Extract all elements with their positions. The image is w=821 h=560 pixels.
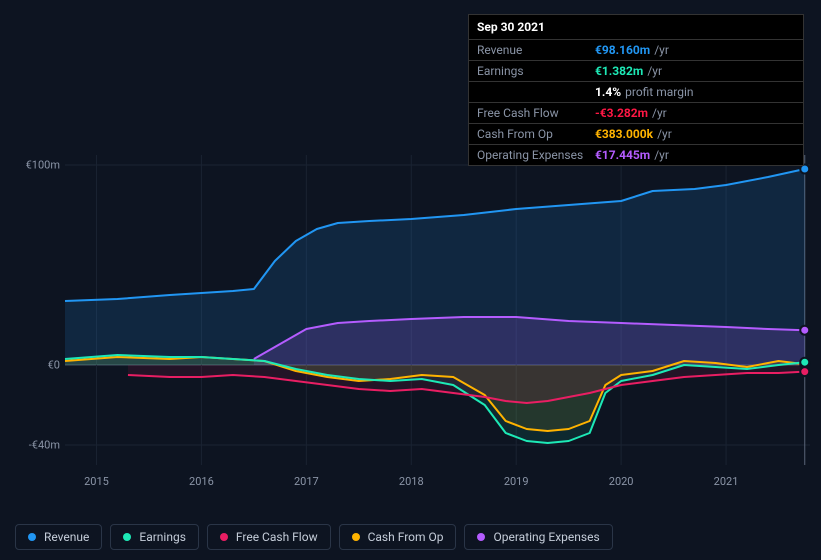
x-axis-label: 2018	[399, 475, 424, 488]
x-axis-label: 2019	[504, 475, 529, 488]
tooltip-row: Operating Expenses€17.445m/yr	[469, 145, 803, 165]
tooltip-label: Free Cash Flow	[477, 106, 595, 120]
tooltip-label: Revenue	[477, 43, 595, 57]
legend-label: Earnings	[139, 530, 186, 544]
legend-dot	[352, 533, 360, 541]
tooltip-value: €17.445m	[595, 148, 650, 162]
tooltip-label	[477, 85, 595, 99]
legend-label: Operating Expenses	[493, 530, 599, 544]
legend-label: Revenue	[44, 530, 89, 544]
chart-tooltip: Sep 30 2021 Revenue€98.160m/yrEarnings€1…	[468, 14, 804, 166]
tooltip-unit: /yr	[652, 106, 667, 120]
tooltip-value: €383.000k	[595, 127, 653, 141]
legend-label: Cash From Op	[368, 530, 444, 544]
tooltip-unit: profit margin	[625, 85, 693, 99]
tooltip-date: Sep 30 2021	[469, 15, 803, 40]
tooltip-value: 1.4%	[595, 85, 621, 99]
tooltip-row: Revenue€98.160m/yr	[469, 40, 803, 61]
legend-item[interactable]: Cash From Op	[339, 524, 457, 550]
legend-item[interactable]: Free Cash Flow	[207, 524, 331, 550]
tooltip-row: Free Cash Flow-€3.282m/yr	[469, 103, 803, 124]
tooltip-unit: /yr	[654, 43, 669, 57]
x-axis-label: 2020	[609, 475, 634, 488]
x-axis-label: 2015	[84, 475, 109, 488]
y-axis-label: €0	[20, 359, 60, 372]
chart-plot	[65, 155, 810, 465]
x-axis-label: 2017	[294, 475, 319, 488]
tooltip-row: Earnings€1.382m/yr	[469, 61, 803, 82]
legend-dot	[28, 533, 36, 541]
legend-item[interactable]: Operating Expenses	[464, 524, 612, 550]
tooltip-unit: /yr	[657, 127, 672, 141]
legend-dot	[123, 533, 131, 541]
y-axis-label: €100m	[20, 159, 60, 172]
x-axis-label: 2021	[714, 475, 739, 488]
tooltip-row: Cash From Op€383.000k/yr	[469, 124, 803, 145]
chart-area[interactable]: €100m €0 -€40m 2015 2016 2017 2018 2019 2020 202…	[15, 155, 810, 495]
tooltip-value: -€3.282m	[595, 106, 648, 120]
tooltip-value: €1.382m	[595, 64, 643, 78]
legend-dot	[220, 533, 228, 541]
tooltip-value: €98.160m	[595, 43, 650, 57]
legend-label: Free Cash Flow	[236, 530, 318, 544]
chart-legend: Revenue Earnings Free Cash Flow Cash From O…	[15, 524, 613, 550]
tooltip-label: Earnings	[477, 64, 595, 78]
tooltip-unit: /yr	[647, 64, 662, 78]
tooltip-row: 1.4% profit margin	[469, 82, 803, 103]
tooltip-label: Operating Expenses	[477, 148, 595, 162]
tooltip-unit: /yr	[654, 148, 669, 162]
legend-item[interactable]: Revenue	[15, 524, 102, 550]
y-axis-label: -€40m	[20, 439, 60, 452]
tooltip-label: Cash From Op	[477, 127, 595, 141]
legend-dot	[477, 533, 485, 541]
legend-item[interactable]: Earnings	[110, 524, 199, 550]
x-axis-label: 2016	[189, 475, 214, 488]
